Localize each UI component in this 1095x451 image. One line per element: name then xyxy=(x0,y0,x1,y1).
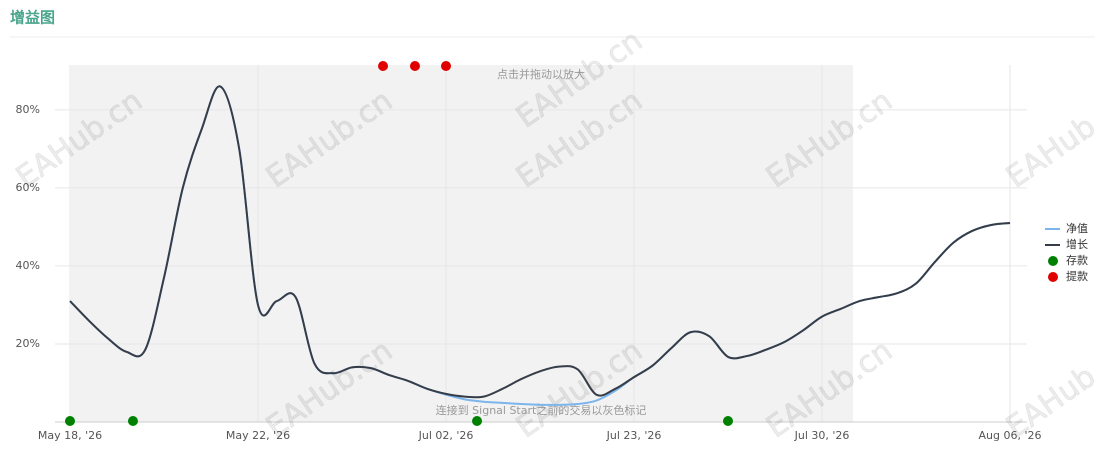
legend-label: 增长 xyxy=(1066,237,1088,251)
event-marker xyxy=(378,61,389,71)
event-marker xyxy=(441,61,451,71)
event-marker xyxy=(472,416,483,426)
x-tick-label: Aug 06, '26 xyxy=(979,429,1042,442)
annotation: 连接到 Signal Start之前的交易以灰色标记 xyxy=(436,403,647,417)
event-marker xyxy=(723,416,733,426)
x-tick-label: May 22, '26 xyxy=(226,429,290,442)
pre-signal-shade xyxy=(71,65,853,422)
legend-swatch xyxy=(1048,256,1058,266)
annotation: 点击并拖动以放大 xyxy=(497,67,585,81)
x-tick-label: Jul 30, '26 xyxy=(794,429,850,442)
x-tick-label: Jul 23, '26 xyxy=(606,429,662,442)
legend-label: 净值 xyxy=(1066,221,1088,235)
event-marker xyxy=(127,416,138,426)
series-line xyxy=(69,85,1011,399)
y-tick-label: 80% xyxy=(16,103,40,116)
event-marker xyxy=(409,61,420,71)
x-tick-label: Jul 02, '26 xyxy=(418,429,474,442)
legend-label: 提款 xyxy=(1066,269,1088,283)
legend-label: 存款 xyxy=(1066,253,1088,267)
y-tick-label: 60% xyxy=(16,181,40,194)
event-marker xyxy=(65,416,75,426)
legend-swatch xyxy=(1048,272,1058,282)
x-tick-label: May 18, '26 xyxy=(38,429,102,442)
y-tick-label: 40% xyxy=(16,259,40,272)
chart-title: 增益图 xyxy=(10,9,55,27)
y-tick-label: 20% xyxy=(16,337,40,350)
